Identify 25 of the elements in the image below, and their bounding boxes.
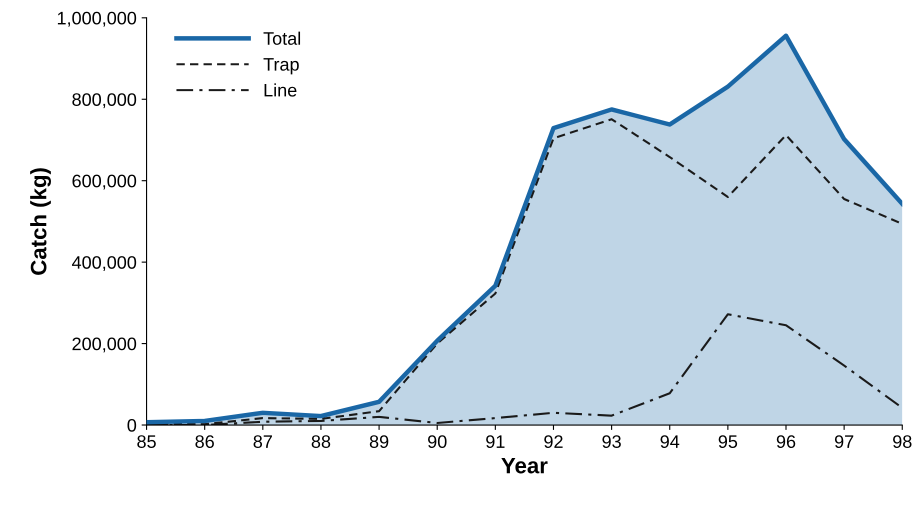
y-tick-label: 0 [128, 418, 136, 432]
legend-label: Total [264, 32, 300, 45]
legend-label: Trap [264, 58, 299, 74]
x-tick-label: 94 [660, 435, 680, 448]
y-tick-label: 1,000,000 [58, 12, 136, 27]
y-tick-label: 200,000 [72, 338, 136, 352]
x-tick-label: 96 [776, 435, 796, 448]
x-tick-label: 97 [834, 435, 854, 448]
x-tick-label: 98 [893, 435, 912, 448]
x-tick-label: 91 [486, 435, 505, 448]
y-tick-label: 600,000 [72, 174, 136, 190]
x-tick-label: 88 [312, 435, 330, 448]
x-tick-label: 87 [254, 435, 272, 448]
x-tick-label: 85 [137, 435, 156, 448]
x-tick-label: 95 [718, 435, 738, 448]
y-axis-title: Catch (kg) [30, 168, 51, 275]
legend-label: Line [264, 83, 296, 97]
x-tick-label: 90 [428, 435, 447, 448]
y-tick-label: 800,000 [72, 93, 136, 108]
x-tick-label: 86 [195, 435, 214, 448]
x-tick-label: 93 [602, 435, 621, 448]
x-tick-label: 89 [370, 435, 388, 448]
x-axis-title: Year [501, 458, 548, 474]
y-tick-label: 400,000 [72, 256, 136, 271]
x-tick-label: 92 [544, 435, 563, 448]
